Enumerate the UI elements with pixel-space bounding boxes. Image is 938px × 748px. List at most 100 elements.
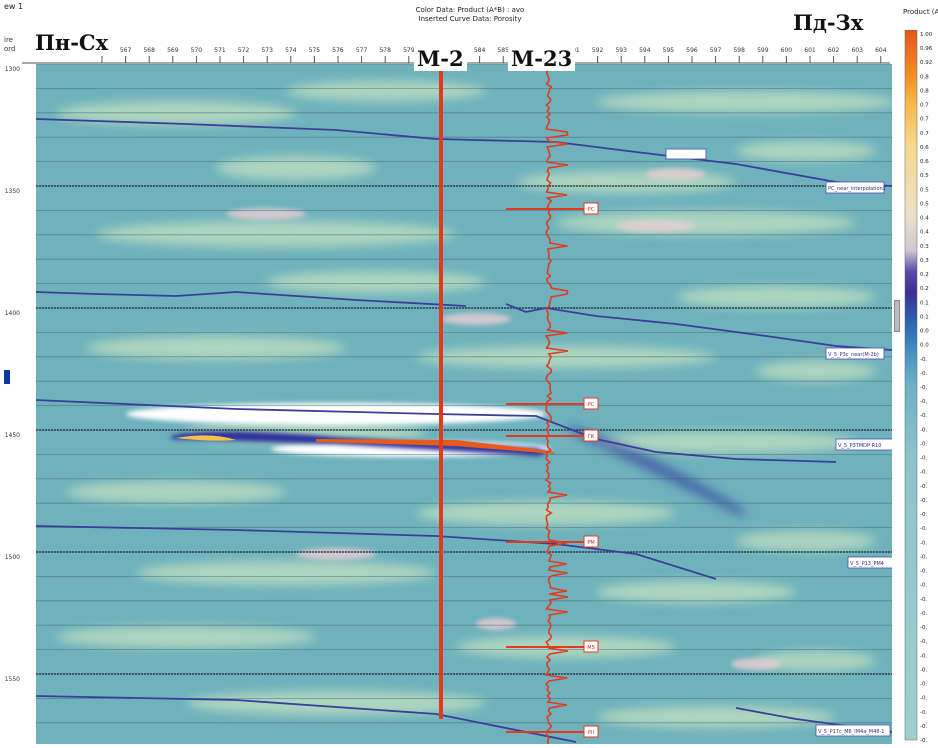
colorbar-label: 0.2 [920,286,929,292]
colorbar-label: -0. [920,371,927,377]
trace-label: 569 [167,47,179,54]
horizon-label: V_5_P3TMDP R10 [838,443,881,449]
scrollbar-thumb[interactable] [894,300,900,332]
attribute-band [96,221,456,247]
colorbar-label: -0. [920,357,927,363]
colorbar-label: 0.3 [920,258,929,264]
lens-pink [226,208,306,220]
colorbar-label: 0.5 [920,187,929,193]
well-top-label: PM [587,540,594,546]
depth-label: 1500 [5,554,20,561]
horizon-line [36,399,837,463]
attribute-band [56,626,316,648]
trace-label: 573 [261,47,273,54]
colorbar-label: -0. [920,682,927,688]
colorbar-label: 0.8 [920,88,929,94]
colorbar-label: 0.3 [920,244,929,250]
horizon-line [36,695,577,743]
trace-label: 579 [403,47,415,54]
trace-label: 576 [332,47,344,54]
well-top-box [583,202,599,215]
colorbar-label: -0. [920,554,927,560]
well-top-label: PC [588,207,595,213]
colorbar-label: 0.8 [920,74,929,80]
horizon-label: PC_near_interpolation2 [828,186,886,192]
colorbar-label: -0. [920,427,927,433]
trace-label: 603 [851,47,863,54]
colorbar-label: -0. [920,385,927,391]
colorbar-label: -0. [920,413,927,419]
colorbar-label: -0. [920,639,927,645]
colorbar-label: -0. [920,583,927,589]
trace-label: 568 [143,47,155,54]
colorbar-label: -0. [920,738,927,742]
colorbar-label: 0.4 [920,216,929,222]
colorbar-label: -0. [920,625,927,631]
attribute-band [286,81,486,101]
colorbar-label: 0.6 [920,145,929,151]
well-top-label: PC [588,402,595,408]
colorbar-label: -0. [920,710,927,716]
trace-label: 577 [356,47,368,54]
attribute-bands [56,81,892,728]
trace-label: 575 [309,47,321,54]
trace-label: 597 [710,47,722,54]
horizon-label-box [847,556,892,569]
attribute-band [186,691,486,715]
well-top-label: M5 [587,645,595,651]
left-edge-marker[interactable] [4,370,10,384]
horizon-label-box [825,181,885,194]
attribute-band [596,706,836,728]
trace-label: 572 [238,47,250,54]
color-data-info: Color Data: Product (A*B) : avo Inserted… [400,6,540,24]
colorbar-label: -0. [920,512,927,518]
attribute-band [756,361,876,381]
horizon-label-box [825,347,885,360]
amplitude-blue-anomaly [171,431,546,456]
trace-label: 585 [497,47,509,54]
lens-pink [646,168,706,180]
colorbar-label: 0.1 [920,300,929,306]
well-top-box [583,640,599,653]
horizon-label-box [835,438,892,451]
colorbar-label: 0.7 [920,103,929,109]
seismic-section-panel[interactable]: PC PC ГК PM M5 PII PC_near_interpolation2 V_5_… [36,64,892,744]
attribute-band [596,431,856,453]
colorbar: 1.00 0.96 0.92 0.8 0.8 0.7 0.7 0.7 0.6 0.6 0.5 0.5 0… [904,30,933,742]
colorbar-label: 0.0 [920,329,929,335]
well-top-box [583,725,599,738]
colorbar-label: 0.1 [920,314,929,320]
section-direction-left: Пн-Сх [32,30,112,55]
colorbar-label: -0. [920,526,927,532]
colorbar-label: -0. [920,597,927,603]
colorbar-label: 0.0 [920,343,929,349]
colorbar-label: -0. [920,484,927,490]
attribute-band [86,336,346,360]
lens-pink [296,548,376,560]
colorbar-label: -0. [920,399,927,405]
attribute-band [416,501,676,525]
colorbar-label: -0. [920,441,927,447]
view-title: ew 1 [4,2,24,11]
colorbar-label: 0.5 [920,173,929,179]
well-top-label: ГК [588,434,595,440]
trace-label: 594 [639,47,651,54]
colorbar-label: 0.7 [920,117,929,123]
trace-label: 604 [875,47,887,54]
trace-label: 599 [757,47,769,54]
trace-label: 596 [686,47,698,54]
depth-label: 1400 [5,310,20,317]
attribute-band [756,651,876,671]
horizon-label-box [815,724,891,737]
colorbar-label: -0. [920,498,927,504]
attribute-band [216,156,376,180]
trace-label: 601 [804,47,816,54]
trace-label: 584 [474,47,486,54]
lens-pink [731,658,781,670]
wells: PC PC ГК PM M5 PII [439,64,599,744]
colorbar-label: -0. [920,569,927,575]
well-label-m23: M-23 [508,46,576,71]
amplitude-yellow-anomaly [176,435,236,441]
colorbar-label: -0. [920,540,927,546]
colorbar-label: -0. [920,611,927,617]
